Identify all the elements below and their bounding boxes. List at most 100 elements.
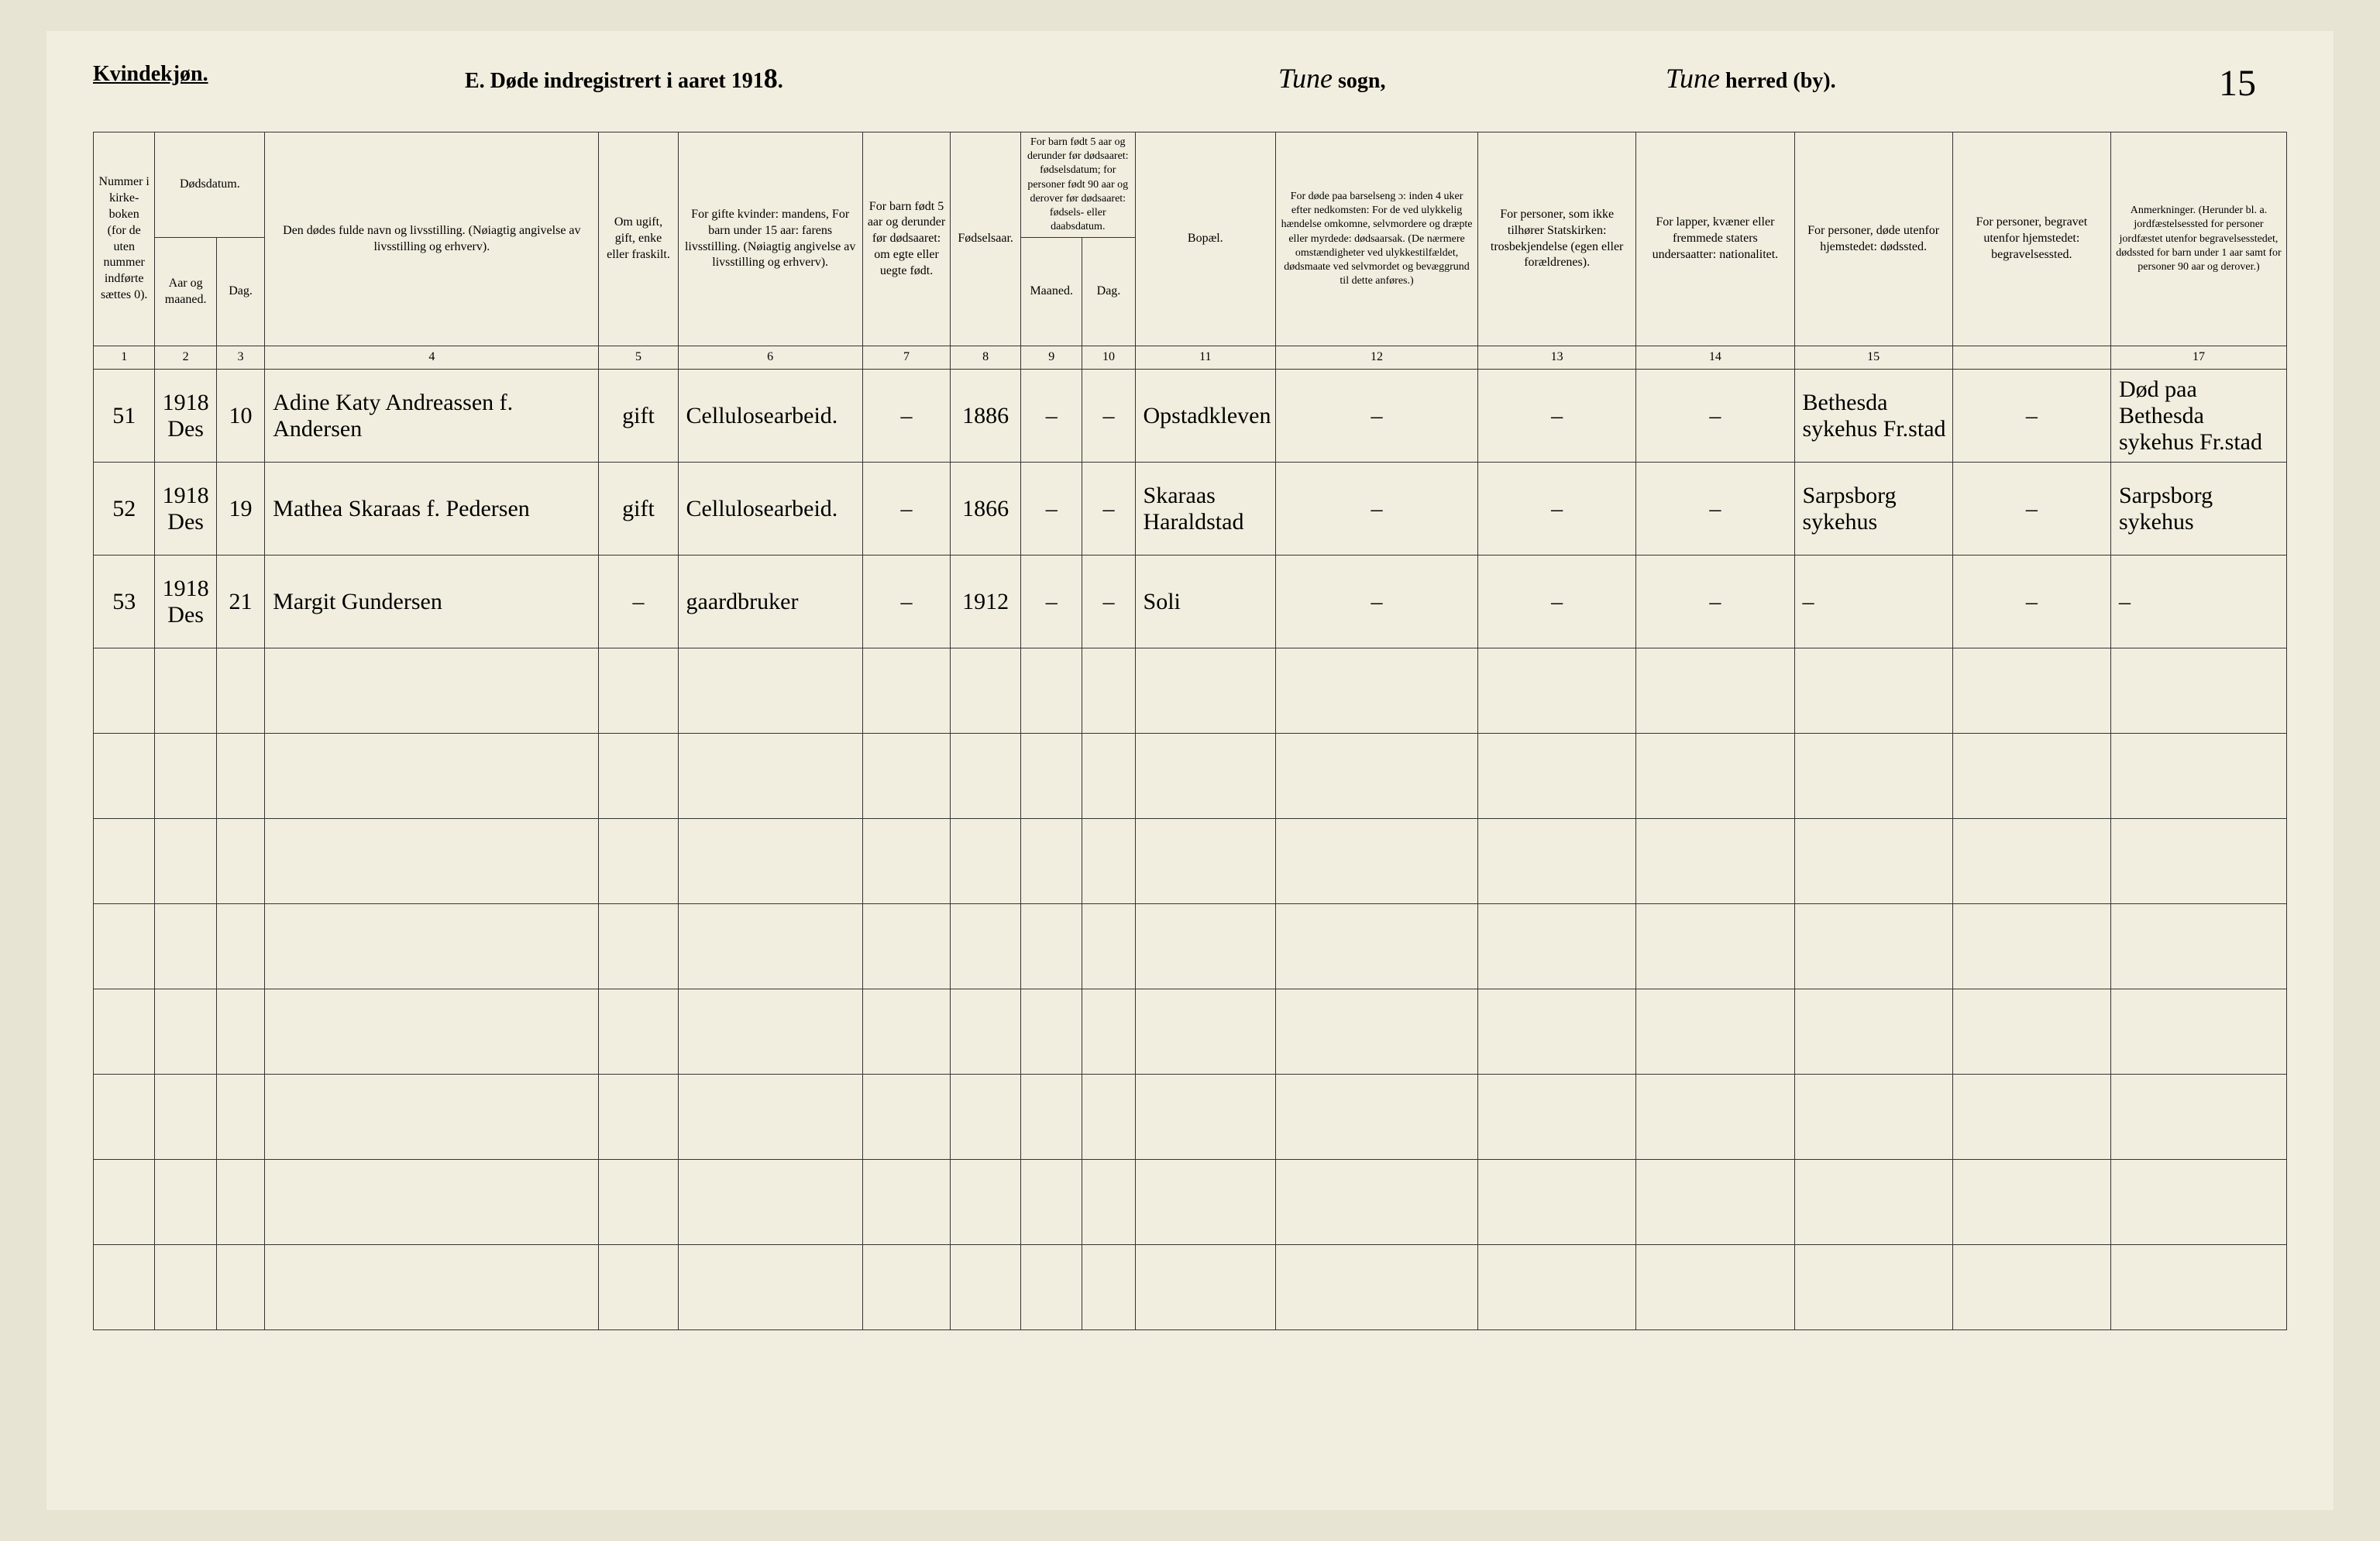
cell-name: Adine Katy Andreassen f. Andersen <box>265 370 599 463</box>
cell-empty <box>2110 1160 2286 1245</box>
cell-empty <box>1794 734 1952 819</box>
cell-empty <box>155 1160 216 1245</box>
cell-confession: – <box>1478 370 1636 463</box>
cell-empty <box>678 734 862 819</box>
cell-empty <box>1276 1160 1478 1245</box>
herred-block: Tune herred (by). <box>1666 62 1836 95</box>
cell-confession: – <box>1478 556 1636 648</box>
cell-empty <box>599 819 678 904</box>
cell-empty <box>951 1075 1021 1160</box>
col-header-12: For døde paa barselseng ɔ: inden 4 uker … <box>1276 132 1478 346</box>
table-header: Nummer i kirke­boken (for de uten nummer… <box>94 132 2287 370</box>
cell-empty <box>1636 819 1794 904</box>
cell-empty <box>1082 1245 1135 1330</box>
cell-occupation: Cellulosearbeid. <box>678 463 862 556</box>
cell-empty <box>599 1075 678 1160</box>
cell-empty <box>1082 1160 1135 1245</box>
cell-empty <box>265 1160 599 1245</box>
colnum-5: 5 <box>599 346 678 370</box>
year-fill: 8 <box>764 63 778 94</box>
herred-value: Tune <box>1666 63 1720 94</box>
colnum-12: 12 <box>1276 346 1478 370</box>
cell-empty <box>599 648 678 734</box>
cell-empty <box>2110 904 2286 989</box>
cell-burial_place: – <box>1952 370 2110 463</box>
table-row-empty <box>94 904 2287 989</box>
cell-empty <box>94 648 155 734</box>
cell-nationality: – <box>1636 370 1794 463</box>
colnum-2: 2 <box>155 346 216 370</box>
cell-day: 19 <box>216 463 264 556</box>
gender-label: Kvindekjøn. <box>93 62 208 87</box>
cell-empty <box>599 734 678 819</box>
page-header: Kvindekjøn. E. Døde indregistrert i aare… <box>93 62 2287 108</box>
cell-empty <box>1478 648 1636 734</box>
cell-residence: Skaraas Haraldstad <box>1135 463 1276 556</box>
table-row: 531918 Des21Margit Gundersen–gaardbruker… <box>94 556 2287 648</box>
cell-empty <box>94 819 155 904</box>
cell-empty <box>1135 989 1276 1075</box>
cell-empty <box>1276 1245 1478 1330</box>
col-header-6: For gifte kvinder: mandens, For barn und… <box>678 132 862 346</box>
colnum-14: 14 <box>1636 346 1794 370</box>
cell-empty <box>1082 904 1135 989</box>
cell-empty <box>216 989 264 1075</box>
cell-empty <box>216 1075 264 1160</box>
cell-empty <box>94 1075 155 1160</box>
table-row-empty <box>94 819 2287 904</box>
cell-empty <box>1082 819 1135 904</box>
cell-empty <box>951 648 1021 734</box>
cell-empty <box>1276 989 1478 1075</box>
col-header-11: Bopæl. <box>1135 132 1276 346</box>
cell-empty <box>1021 989 1082 1075</box>
table-row-empty <box>94 648 2287 734</box>
cell-empty <box>155 648 216 734</box>
table-row: 511918 Des10Adine Katy Andreassen f. And… <box>94 370 2287 463</box>
col-header-9-10-group: For barn født 5 aar og der­under før død… <box>1021 132 1136 238</box>
cell-empty <box>1276 904 1478 989</box>
cell-legit: – <box>862 370 950 463</box>
cell-birth_year: 1866 <box>951 463 1021 556</box>
cell-empty <box>1478 1160 1636 1245</box>
cell-occupation: Cellulosearbeid. <box>678 370 862 463</box>
cell-empty <box>1082 1075 1135 1160</box>
cell-b_day: – <box>1082 463 1135 556</box>
cell-empty <box>1636 1075 1794 1160</box>
colnum-8: 8 <box>951 346 1021 370</box>
cell-legit: – <box>862 556 950 648</box>
cell-empty <box>599 1245 678 1330</box>
cell-empty <box>1952 648 2110 734</box>
cell-empty <box>599 904 678 989</box>
cell-nationality: – <box>1636 556 1794 648</box>
cell-empty <box>265 734 599 819</box>
register-table: Nummer i kirke­boken (for de uten nummer… <box>93 132 2287 1330</box>
col-header-9: Maaned. <box>1021 238 1082 346</box>
table-row-empty <box>94 1160 2287 1245</box>
cell-empty <box>1135 734 1276 819</box>
cell-empty <box>1952 819 2110 904</box>
colnum-6: 6 <box>678 346 862 370</box>
cell-empty <box>951 734 1021 819</box>
cell-year_month: 1918 Des <box>155 556 216 648</box>
cell-empty <box>1478 734 1636 819</box>
sogn-value: Tune <box>1278 63 1333 94</box>
cell-num: 53 <box>94 556 155 648</box>
cell-empty <box>1478 989 1636 1075</box>
cell-empty <box>155 1075 216 1160</box>
cell-residence: Soli <box>1135 556 1276 648</box>
cell-empty <box>94 904 155 989</box>
cell-empty <box>1276 648 1478 734</box>
cell-empty <box>1952 1245 2110 1330</box>
page-number: 15 <box>2219 62 2256 105</box>
cell-empty <box>951 989 1021 1075</box>
cell-empty <box>1794 904 1952 989</box>
colnum-9: 9 <box>1021 346 1082 370</box>
cell-empty <box>678 1160 862 1245</box>
cell-empty <box>1478 1245 1636 1330</box>
cell-burial_place: – <box>1952 463 2110 556</box>
cell-remarks: Død paa Bethesda sykehus Fr.stad <box>2110 370 2286 463</box>
col-header-16: For personer, begravet utenfor hjemstede… <box>1952 132 2110 346</box>
cell-empty <box>678 989 862 1075</box>
cell-empty <box>1135 1075 1276 1160</box>
cell-empty <box>216 1245 264 1330</box>
